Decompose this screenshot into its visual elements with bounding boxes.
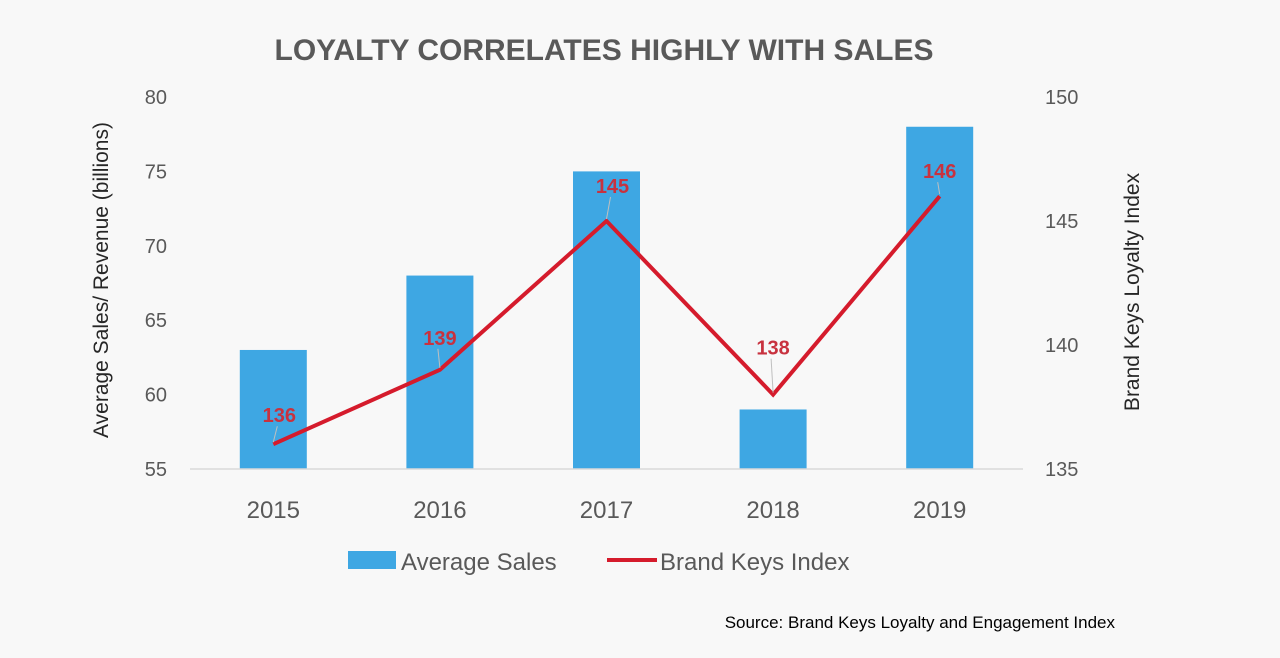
data-label-leader-2019 <box>937 182 941 195</box>
data-label-2019: 146 <box>923 161 956 183</box>
category-label-2018: 2018 <box>746 497 799 524</box>
chart-title: LOYALTY CORRELATES HIGHLY WITH SALES <box>275 34 934 67</box>
category-labels: 2015 2016 2017 2018 2019 <box>247 497 967 524</box>
data-label-leader-2017 <box>606 196 611 220</box>
right-axis-ticks: 135 140 145 150 <box>1045 87 1078 481</box>
y2-axis-label: Brand Keys Loyalty Index <box>1121 172 1144 411</box>
y-axis-label: Average Sales/ Revenue (billions) <box>90 122 113 438</box>
line-series <box>272 194 942 447</box>
right-tick-label: 140 <box>1045 335 1078 357</box>
category-label-2016: 2016 <box>413 497 466 524</box>
legend-label-brand-keys-index: Brand Keys Index <box>660 549 849 576</box>
data-label-leader-2016 <box>437 348 441 368</box>
bar-average-sales-2016 <box>406 275 474 469</box>
category-label-2019: 2019 <box>913 497 966 524</box>
right-tick-label: 145 <box>1045 211 1078 233</box>
data-labels: 136 139 145 138 146 <box>263 161 956 443</box>
category-label-2015: 2015 <box>247 497 300 524</box>
bar-average-sales-2019 <box>906 126 974 469</box>
source-note: Source: Brand Keys Loyalty and Engagemen… <box>725 613 1116 632</box>
right-tick-label: 150 <box>1045 87 1078 109</box>
data-label-2018: 138 <box>756 338 789 360</box>
left-tick-label: 70 <box>145 236 167 258</box>
legend-label-average-sales: Average Sales <box>401 549 557 576</box>
bar-average-sales-2015 <box>239 349 307 469</box>
left-tick-label: 65 <box>145 310 167 332</box>
data-label-leader-2018 <box>770 358 774 393</box>
right-tick-label: 135 <box>1045 459 1078 481</box>
bar-average-sales-2017 <box>573 171 640 469</box>
legend: Average Sales Brand Keys Index <box>348 549 849 576</box>
bar-series <box>239 126 974 469</box>
category-label-2017: 2017 <box>580 497 633 524</box>
brand-keys-index-line <box>272 194 942 447</box>
legend-swatch-average-sales <box>348 551 396 569</box>
left-tick-label: 60 <box>145 385 167 407</box>
left-axis-ticks: 55 60 65 70 75 80 <box>145 87 167 481</box>
data-label-2016: 139 <box>423 328 456 350</box>
data-label-2015: 136 <box>263 405 296 427</box>
left-tick-label: 55 <box>145 459 167 481</box>
left-tick-label: 75 <box>145 161 167 183</box>
left-tick-label: 80 <box>145 87 167 109</box>
data-label-2017: 145 <box>596 176 629 198</box>
bar-average-sales-2018 <box>739 409 807 469</box>
data-label-leader-2015 <box>272 426 278 443</box>
